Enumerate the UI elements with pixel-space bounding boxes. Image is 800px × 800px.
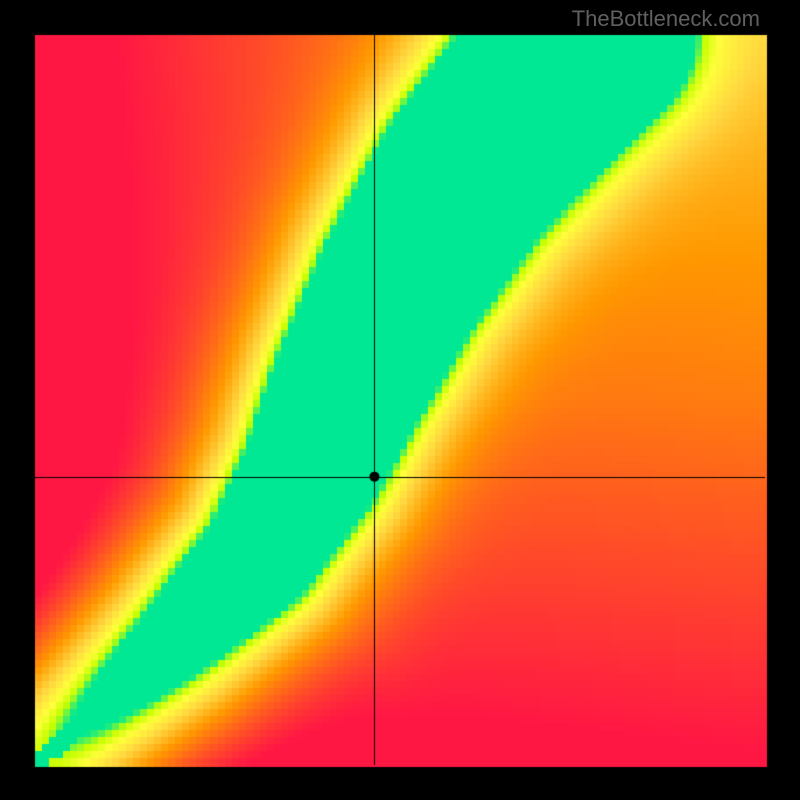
bottleneck-heatmap [0,0,800,800]
watermark-text: TheBottleneck.com [572,6,760,32]
